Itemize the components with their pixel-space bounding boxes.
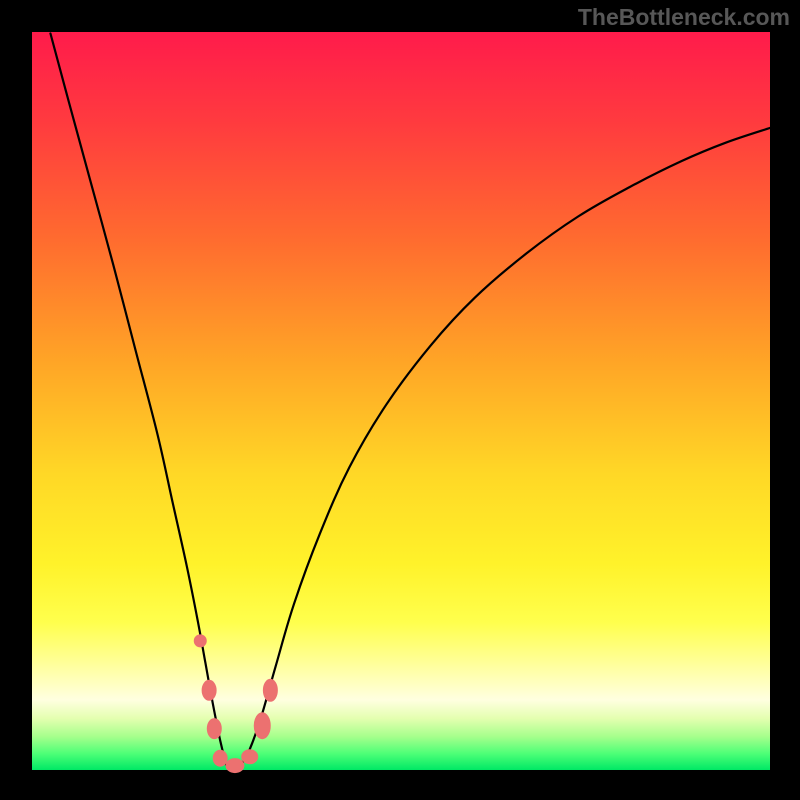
- curve-marker: [254, 713, 270, 739]
- watermark-text: TheBottleneck.com: [578, 4, 790, 31]
- curve-marker: [202, 680, 216, 700]
- curve-marker: [207, 719, 221, 739]
- curve-marker: [226, 759, 244, 773]
- chart-svg: [0, 0, 800, 800]
- curve-marker: [263, 679, 277, 701]
- chart-container: TheBottleneck.com: [0, 0, 800, 800]
- curve-marker: [213, 750, 227, 766]
- curve-marker: [242, 750, 258, 764]
- bottleneck-curve: [50, 33, 770, 767]
- curve-marker: [194, 635, 206, 647]
